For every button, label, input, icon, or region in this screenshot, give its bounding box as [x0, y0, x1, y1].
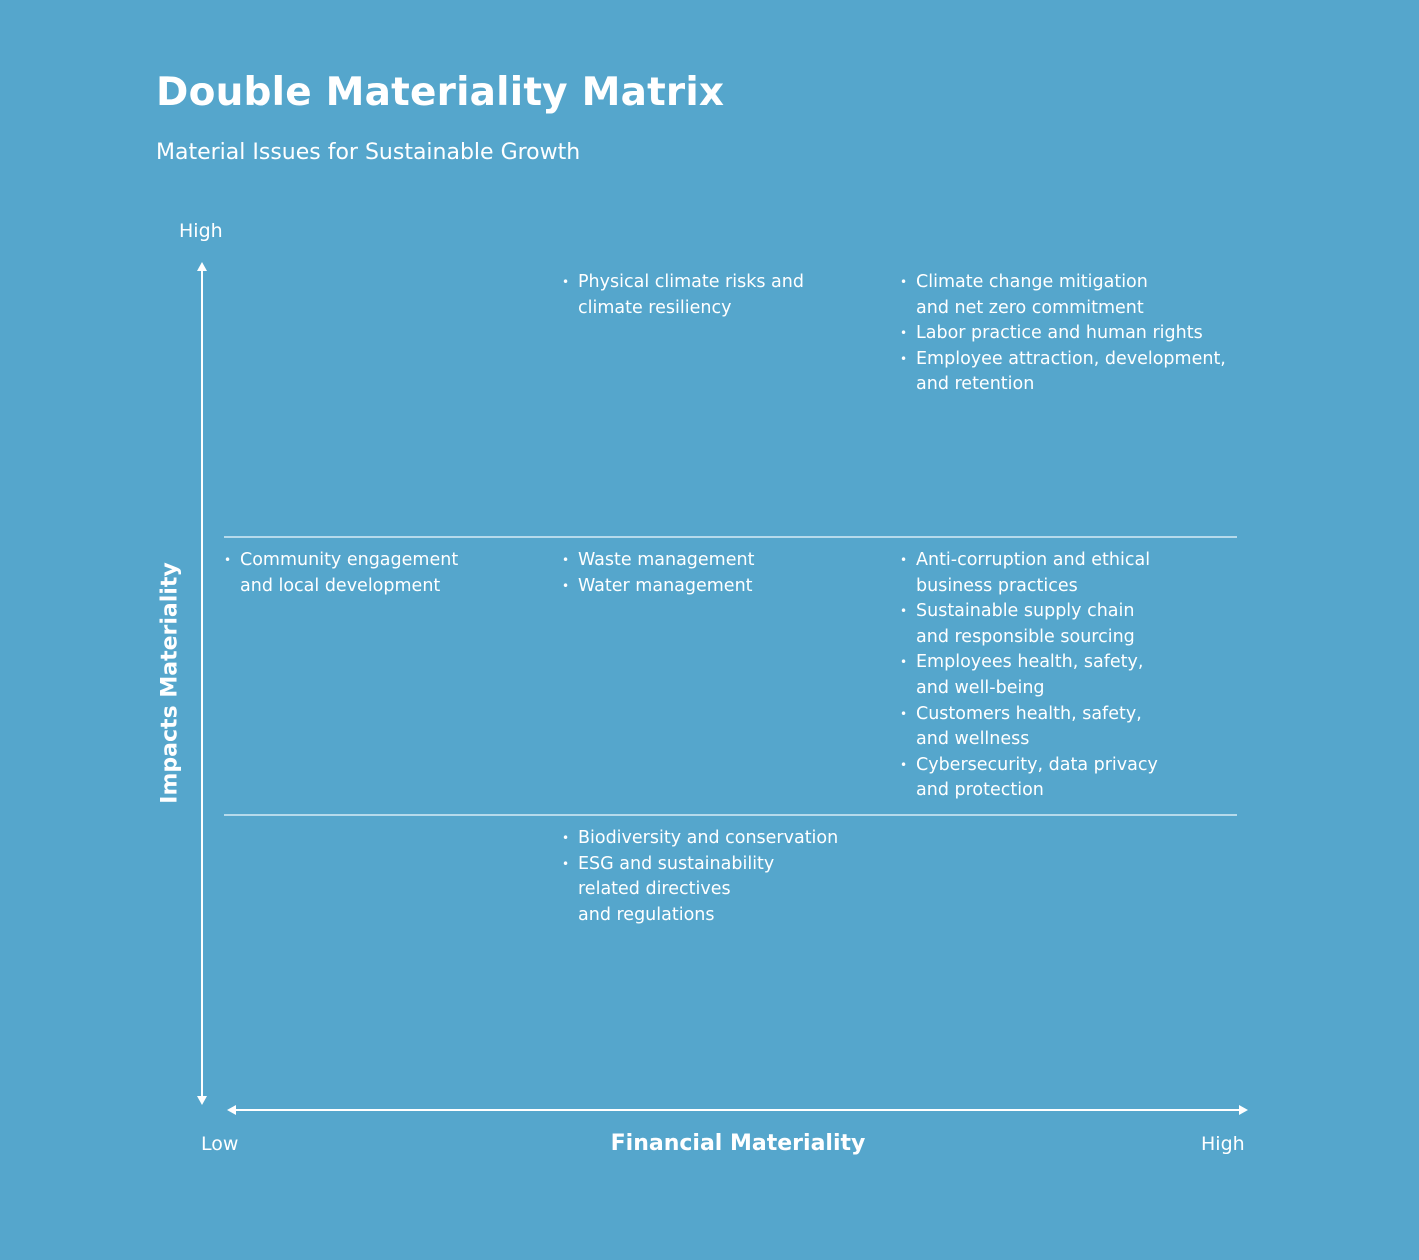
list-item: Anti-corruption and ethical business pra…	[900, 548, 1158, 599]
cell-low-impact-mid-financial: Biodiversity and conservation ESG and su…	[562, 826, 838, 928]
y-axis-high-label: High	[179, 220, 223, 242]
page-subtitle: Material Issues for Sustainable Growth	[156, 140, 581, 165]
cell-mid-impact-low-financial: Community engagement and local developme…	[224, 548, 458, 599]
y-axis-arrow-down	[197, 1096, 207, 1105]
x-axis-arrow-right	[1239, 1105, 1248, 1115]
list-item: Biodiversity and conservation	[562, 826, 838, 852]
cell-mid-impact-mid-financial: Waste management Water management	[562, 548, 754, 599]
list-item: Sustainable supply chain and responsible…	[900, 599, 1158, 650]
x-axis-low-label: Low	[201, 1133, 239, 1155]
y-axis-title: Impacts Materiality	[157, 562, 183, 804]
x-axis-title: Financial Materiality	[610, 1131, 866, 1156]
list-item: Climate change mitigation and net zero c…	[900, 270, 1226, 321]
list-item: Customers health, safety, and wellness	[900, 702, 1158, 753]
x-axis-arrow-left	[227, 1105, 236, 1115]
list-item: Waste management	[562, 548, 754, 574]
list-item: Cybersecurity, data privacy and protecti…	[900, 753, 1158, 804]
list-item: Employee attraction, development, and re…	[900, 347, 1226, 398]
list-item: Water management	[562, 574, 754, 600]
list-item: Physical climate risks and climate resil…	[562, 270, 804, 321]
list-item: Labor practice and human rights	[900, 321, 1226, 347]
list-item: Employees health, safety, and well-being	[900, 650, 1158, 701]
cell-mid-impact-high-financial: Anti-corruption and ethical business pra…	[900, 548, 1158, 804]
list-item: ESG and sustainability related directive…	[562, 852, 838, 929]
y-axis-arrow-up	[197, 262, 207, 271]
page-title: Double Materiality Matrix	[156, 70, 725, 115]
cell-high-impact-mid-financial: Physical climate risks and climate resil…	[562, 270, 804, 321]
x-axis-high-label: High	[1201, 1133, 1245, 1155]
cell-high-impact-high-financial: Climate change mitigation and net zero c…	[900, 270, 1226, 398]
list-item: Community engagement and local developme…	[224, 548, 458, 599]
